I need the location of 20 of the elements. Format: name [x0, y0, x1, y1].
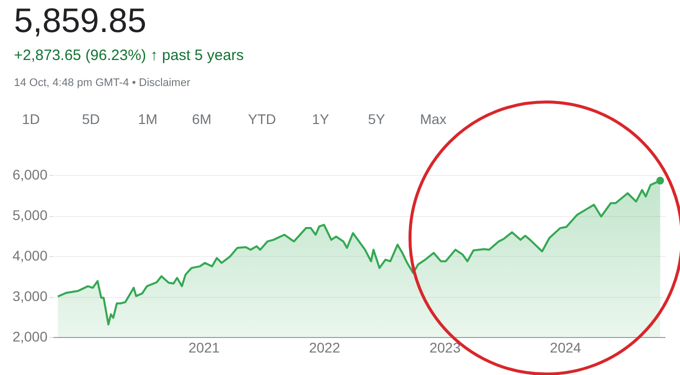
y-tick-label: 4,000: [12, 248, 48, 264]
text: 5Y: [368, 111, 386, 127]
text: 1M: [138, 111, 158, 127]
y-tick-label: 6,000: [12, 166, 48, 182]
text: 14 Oct, 4:48 pm GMT-4 • Disclaimer: [14, 77, 191, 89]
chart-subtitle: +2,873.65 (96.23%) ↑ past 5 years: [14, 47, 244, 64]
y-tick-label: 2,000: [12, 328, 48, 344]
text: 5D: [82, 111, 100, 127]
x-tick-label: 2022: [308, 340, 340, 356]
text: YTD: [248, 111, 276, 127]
x-tick-label: 2023: [429, 340, 461, 356]
text: 1D: [22, 111, 40, 127]
y-tick-label: 5,000: [12, 207, 48, 223]
chart-title: 5,859.85: [14, 2, 146, 40]
y-tick-label: 3,000: [12, 288, 48, 304]
x-tick-label: 2024: [550, 340, 582, 356]
text: Max: [420, 111, 446, 127]
text: 6M: [192, 111, 212, 127]
x-tick-label: 2021: [188, 340, 220, 356]
text: 1Y: [312, 111, 330, 127]
